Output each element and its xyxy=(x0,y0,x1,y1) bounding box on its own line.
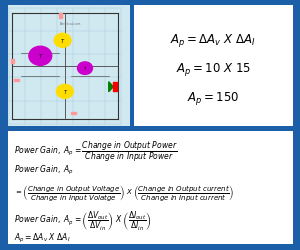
Circle shape xyxy=(29,47,52,66)
Text: $A_p = \Delta A_v\ X\ \Delta A_I$: $A_p = \Delta A_v\ X\ \Delta A_I$ xyxy=(170,32,256,48)
FancyBboxPatch shape xyxy=(8,132,292,244)
FancyBboxPatch shape xyxy=(8,6,130,127)
Circle shape xyxy=(56,85,73,99)
Text: T: T xyxy=(39,54,42,59)
Text: T: T xyxy=(84,67,86,71)
Polygon shape xyxy=(109,82,113,92)
Text: $A_p = \Delta A_v\ X\ \Delta A_I$: $A_p = \Delta A_v\ X\ \Delta A_I$ xyxy=(14,231,70,244)
Bar xyxy=(14,80,19,82)
Bar xyxy=(59,14,62,19)
Text: $A_p = 10\ X\ 15$: $A_p = 10\ X\ 15$ xyxy=(176,60,251,78)
Bar xyxy=(113,83,117,92)
Text: $A_p = 150$: $A_p = 150$ xyxy=(187,90,239,106)
Circle shape xyxy=(77,63,92,75)
Text: T: T xyxy=(63,90,66,94)
Text: $= \left(\dfrac{Change\ in\ Output\ Voltage}{Change\ in\ Input\ Volatge}\right)\: $= \left(\dfrac{Change\ in\ Output\ Volt… xyxy=(14,183,234,203)
Text: $\mathit{Power\ Gain,\ A_p} = \dfrac{Change\ in\ Output\ Power}{Change\ in\ Inpu: $\mathit{Power\ Gain,\ A_p} = \dfrac{Cha… xyxy=(14,139,177,163)
Circle shape xyxy=(54,34,71,48)
Text: $\mathit{Power\ Gain,\ A_p} = \left(\dfrac{\Delta V_{out}}{\Delta V_{in}}\right): $\mathit{Power\ Gain,\ A_p} = \left(\dfr… xyxy=(14,209,151,232)
Bar xyxy=(11,60,14,64)
Text: $\mathit{Power\ Gain,\ A_p}$: $\mathit{Power\ Gain,\ A_p}$ xyxy=(14,163,74,176)
Bar xyxy=(71,112,76,114)
Text: ElecCircuit.com: ElecCircuit.com xyxy=(60,22,81,26)
FancyBboxPatch shape xyxy=(134,6,292,127)
Text: T: T xyxy=(61,39,64,44)
